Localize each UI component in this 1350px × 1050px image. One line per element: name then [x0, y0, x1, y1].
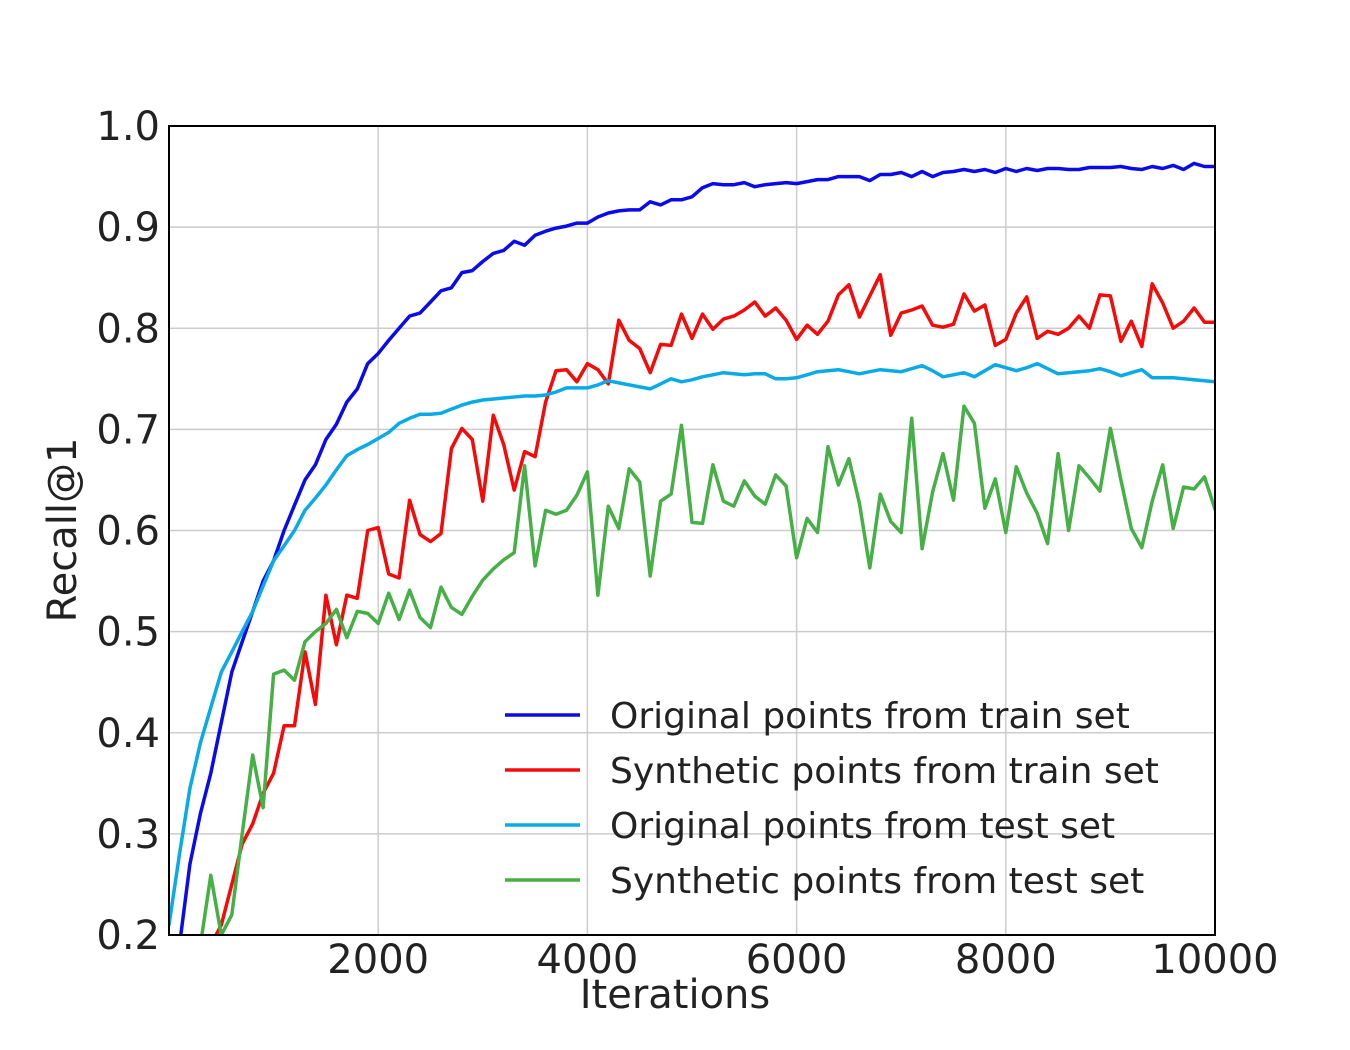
x-axis-title: Iterations [580, 972, 771, 1018]
series-line-2 [214, 272, 1215, 935]
y-tick-label: 0.7 [96, 407, 160, 453]
legend-label: Synthetic points from train set [610, 751, 1159, 792]
y-tick-label: 1.0 [96, 104, 160, 150]
plot-area-frame [168, 125, 1216, 936]
x-tick-label: 8000 [955, 937, 1057, 983]
series-line-4 [200, 404, 1215, 935]
y-tick-label: 0.6 [96, 509, 160, 555]
x-axis-ticks: 2000 4000 6000 8000 10000 [327, 937, 1278, 983]
series-layer [169, 161, 1215, 935]
series-line-3 [169, 361, 1215, 927]
y-tick-label: 0.2 [96, 913, 160, 959]
x-tick-label: 2000 [327, 937, 429, 983]
y-axis-ticks: 0.2 0.3 0.4 0.5 0.6 0.7 0.8 0.9 1.0 [96, 104, 160, 959]
y-tick-label: 0.5 [96, 610, 160, 656]
y-tick-label: 0.3 [96, 812, 160, 858]
legend-label: Original points from test set [610, 806, 1115, 847]
legend-label: Original points from train set [610, 696, 1130, 737]
legend-label: Synthetic points from test set [610, 861, 1144, 902]
y-axis-title: Recall@1 [40, 438, 86, 623]
legend: Original points from train set Synthetic … [505, 696, 1159, 902]
y-tick-label: 0.4 [96, 711, 160, 757]
x-tick-label: 10000 [1151, 937, 1278, 983]
x-tick-label: 6000 [746, 937, 848, 983]
x-tick-label: 4000 [537, 937, 639, 983]
y-tick-label: 0.8 [96, 306, 160, 352]
y-tick-label: 0.9 [96, 205, 160, 251]
series-line-1 [179, 161, 1215, 935]
